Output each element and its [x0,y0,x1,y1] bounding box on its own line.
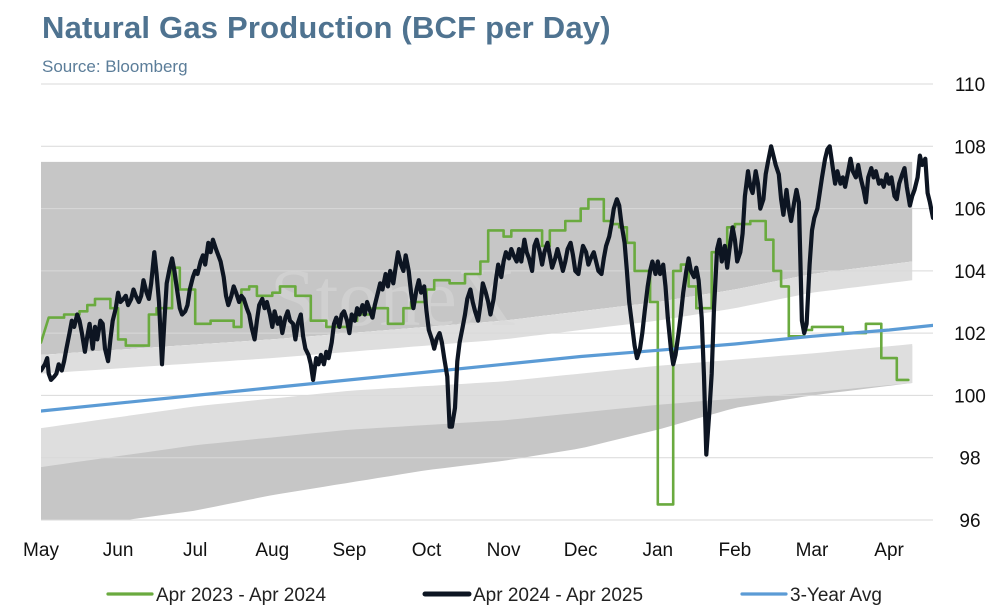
y-tick-label: 100 [954,386,986,407]
band-upper-edge [41,261,913,374]
legend-label: Apr 2023 - Apr 2024 [156,585,326,606]
x-tick-label: Feb [718,540,751,561]
x-tick-label: Nov [487,540,521,561]
chart-source: Source: Bloomberg [42,57,188,76]
y-tick-label: 110 [955,75,985,96]
x-tick-label: Jul [183,540,207,561]
series-line-2024-2025 [41,144,933,457]
legend-label: Apr 2024 - Apr 2025 [473,585,643,606]
gridlines [41,83,933,521]
x-tick-label: May [23,540,59,561]
band-lower-edge [41,344,913,468]
x-tick-label: Mar [796,540,829,561]
x-tick-label: Apr [874,540,904,561]
chart-title: Natural Gas Production (BCF per Day) [42,10,611,45]
x-tick-label: Sep [332,540,366,561]
y-tick-label: 102 [954,324,986,345]
y-tick-label: 98 [959,449,980,470]
y-tick-label: 96 [959,511,980,532]
y-axis-ticks: 96 98 100 102 104 106 108 110 [954,75,986,532]
y-tick-label: 108 [954,137,986,158]
series-line-3-year-avg [41,323,933,413]
x-tick-label: Dec [564,540,598,561]
x-tick-label: Jun [103,540,134,561]
y-tick-label: 104 [954,262,986,283]
legend: Apr 2023 - Apr 2024 Apr 2024 - Apr 2025 3-… [106,585,882,606]
x-tick-label: Oct [412,540,442,561]
legend-label: 3-Year Avg [790,585,882,606]
y-tick-label: 106 [954,200,986,221]
x-axis-ticks: May Jun Jul Aug Sep Oct Nov Dec Jan Feb Mar Apr [23,540,904,561]
x-tick-label: Aug [255,540,289,561]
series-lines [41,144,933,506]
x-tick-label: Jan [642,540,673,561]
